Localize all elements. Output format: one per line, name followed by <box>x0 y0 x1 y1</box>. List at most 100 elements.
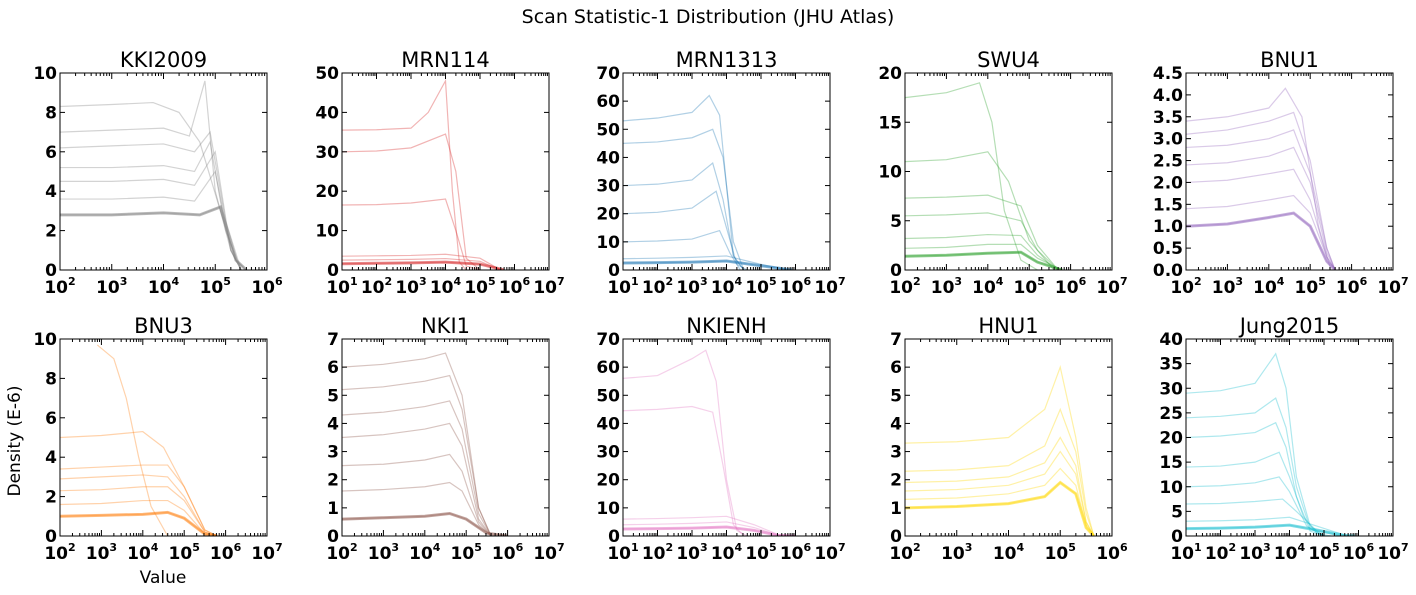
y-tick-label: 0 <box>327 527 339 547</box>
series-line <box>342 257 501 270</box>
series-group <box>60 344 218 536</box>
series-line <box>623 94 745 270</box>
x-tick-label: 103 <box>1212 275 1243 298</box>
subplot-title: Jung2015 <box>1238 314 1340 338</box>
series-group <box>623 94 793 270</box>
x-tick-label: 101 <box>607 541 638 564</box>
x-tick-label: 106 <box>780 275 812 298</box>
y-tick-label: 1.5 <box>1153 195 1183 215</box>
x-tick-label: 104 <box>1253 275 1285 298</box>
series-group <box>905 365 1095 536</box>
axes-frame <box>1185 338 1394 537</box>
y-tick-label: 5 <box>890 212 902 232</box>
subplot-nkienh: NKIENH 0 10 20 30 40 50 60 70 101 102 103 104 105 106 1… <box>596 314 845 564</box>
series-line <box>342 422 492 536</box>
series-line <box>96 344 169 536</box>
subplot-title: BNU3 <box>134 314 193 338</box>
y-tick-label: 4.0 <box>1153 86 1183 106</box>
x-tick-label: 107 <box>1377 541 1408 564</box>
series-line <box>1186 397 1325 536</box>
y-tick-label: 35 <box>1159 355 1183 375</box>
series-line <box>905 407 1095 536</box>
x-tick-label: 104 <box>1274 541 1306 564</box>
subplot-title: NKI1 <box>421 314 470 338</box>
series-band <box>623 259 793 270</box>
x-tick-label: 104 <box>148 275 180 298</box>
series-line <box>342 198 481 270</box>
x-tick-label: 104 <box>993 541 1025 564</box>
series-group <box>1186 352 1356 536</box>
y-tick-label: 25 <box>1159 404 1183 424</box>
x-tick-label: 106 <box>1096 541 1128 564</box>
series-line <box>342 374 492 536</box>
y-tick-label: 4 <box>327 414 339 434</box>
y-tick-label: 0 <box>327 261 339 281</box>
y-tick-label: 20 <box>878 64 902 84</box>
y-tick-label: 10 <box>33 330 57 350</box>
y-tick-label: 50 <box>596 386 620 406</box>
y-tick-label: 3 <box>327 443 339 463</box>
series-line <box>905 436 1095 536</box>
y-tick-label: 3.5 <box>1153 108 1183 128</box>
x-tick-label: 105 <box>200 275 231 298</box>
series-line <box>905 467 1095 536</box>
series-group <box>60 80 248 270</box>
y-tick-label: 4 <box>45 448 57 468</box>
y-tick-label: 15 <box>1159 453 1183 473</box>
series-group <box>623 349 796 536</box>
y-tick-label: 5 <box>890 386 902 406</box>
x-tick-label: 106 <box>499 275 531 298</box>
y-tick-label: 0 <box>45 527 57 547</box>
y-tick-label: 30 <box>315 143 339 163</box>
x-tick-label: 106 <box>492 541 524 564</box>
y-tick-label: 1.0 <box>1153 217 1183 237</box>
figure-title: Scan Statistic-1 Distribution (JHU Atlas… <box>522 6 895 28</box>
y-tick-label: 0.0 <box>1153 261 1183 281</box>
x-tick-label: 103 <box>368 541 399 564</box>
series-band <box>60 204 248 270</box>
y-tick-label: 4 <box>890 414 902 434</box>
series-group <box>342 352 508 536</box>
x-tick-label: 102 <box>361 275 392 298</box>
series-band <box>342 260 505 270</box>
y-tick-label: 10 <box>596 499 620 519</box>
x-tick-label: 103 <box>86 541 117 564</box>
x-tick-label: 104 <box>711 541 743 564</box>
y-tick-label: 20 <box>315 182 339 202</box>
series-line <box>1186 168 1336 270</box>
series-line <box>623 405 745 536</box>
y-tick-label: 10 <box>33 64 57 84</box>
y-tick-label: 60 <box>596 358 620 378</box>
series-line <box>60 486 218 536</box>
y-tick-label: 2.0 <box>1153 173 1183 193</box>
y-tick-label: 6 <box>890 358 902 378</box>
y-tick-label: 10 <box>596 233 620 253</box>
x-tick-label: 106 <box>1343 541 1375 564</box>
x-tick-label: 102 <box>44 275 75 298</box>
x-tick-label: 103 <box>676 275 707 298</box>
x-tick-label: 103 <box>931 275 962 298</box>
axes-frame <box>622 72 831 271</box>
x-tick-label: 107 <box>533 541 564 564</box>
series-line <box>1186 111 1336 270</box>
x-tick-label: 107 <box>814 275 845 298</box>
x-tick-label: 102 <box>642 275 673 298</box>
series-line <box>1186 129 1336 270</box>
x-tick-label: 103 <box>676 541 707 564</box>
y-tick-label: 40 <box>596 414 620 434</box>
y-tick-label: 40 <box>1159 330 1183 350</box>
x-tick-label: 105 <box>1295 275 1326 298</box>
x-tick-label: 106 <box>210 541 242 564</box>
series-line <box>342 352 492 536</box>
y-tick-label: 2 <box>890 471 902 491</box>
series-line <box>905 450 1095 536</box>
series-line <box>342 481 492 536</box>
series-line <box>342 253 501 270</box>
x-tick-label: 102 <box>326 541 357 564</box>
axes-frame <box>59 72 268 271</box>
x-axis-label: Value <box>140 568 187 588</box>
y-tick-label: 7 <box>890 330 902 350</box>
series-line <box>1186 352 1325 536</box>
y-tick-label: 4.5 <box>1153 64 1183 84</box>
